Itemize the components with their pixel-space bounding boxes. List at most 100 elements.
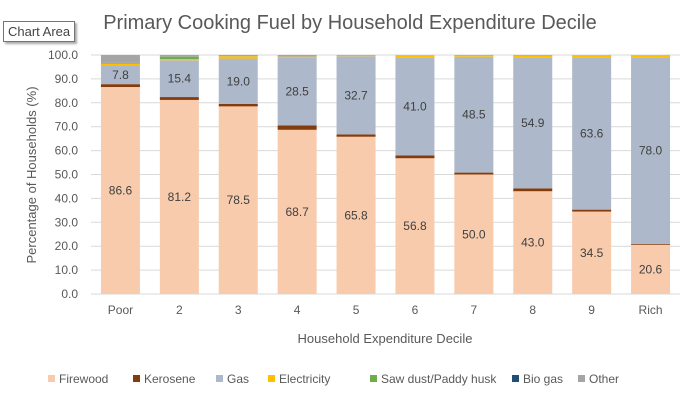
bar-segment-saw-dust-paddy-husk[interactable] — [100, 62, 140, 64]
legend-item[interactable]: Firewood — [48, 372, 108, 386]
legend-swatch — [48, 375, 55, 382]
data-label: 15.4 — [168, 72, 192, 86]
x-tick-label: 8 — [529, 303, 536, 317]
bar-segment-firewood[interactable] — [572, 211, 612, 294]
bar-segment-kerosene[interactable] — [513, 188, 553, 192]
bar-segment-electricity[interactable] — [395, 55, 435, 58]
bar-segment-electricity[interactable] — [159, 59, 199, 61]
bar-segment-kerosene[interactable] — [395, 155, 435, 159]
bar-segment-other[interactable] — [513, 55, 553, 56]
bar-segment-firewood[interactable] — [336, 136, 376, 294]
bar-segment-firewood[interactable] — [395, 158, 435, 294]
bar-segment-firewood[interactable] — [631, 244, 671, 294]
legend-label: Firewood — [59, 372, 108, 386]
legend-label: Other — [589, 372, 619, 386]
legend-item[interactable]: Electricity — [268, 372, 330, 386]
legend-label: Bio gas — [523, 372, 563, 386]
x-tick-label: Poor — [108, 303, 133, 317]
x-tick-label: 7 — [471, 303, 478, 317]
data-label: 86.6 — [109, 184, 133, 198]
bar-segment-gas[interactable] — [454, 56, 494, 173]
bar-segment-gas[interactable] — [100, 65, 140, 85]
chart-area-tooltip: Chart Area — [3, 21, 76, 42]
bar-segment-gas[interactable] — [277, 57, 317, 126]
data-label: 28.5 — [285, 84, 309, 98]
bar-segment-electricity[interactable] — [631, 55, 671, 58]
data-label: 19.0 — [227, 74, 251, 88]
bar-segment-kerosene[interactable] — [100, 84, 140, 88]
legend-item[interactable]: Gas — [216, 372, 249, 386]
bar-segment-electricity[interactable] — [572, 55, 612, 58]
x-tick-label: 9 — [588, 303, 595, 317]
y-tick-label: 0.0 — [61, 287, 78, 301]
bar-segment-kerosene[interactable] — [572, 209, 612, 212]
legend-label: Electricity — [279, 372, 330, 386]
y-tick-label: 20.0 — [55, 239, 79, 253]
data-label: 68.7 — [285, 205, 309, 219]
bar-segment-gas[interactable] — [631, 57, 671, 244]
legend-item[interactable]: Other — [578, 372, 619, 386]
bar-segment-firewood[interactable] — [277, 129, 317, 294]
bar-segment-kerosene[interactable] — [336, 134, 376, 137]
data-label: 81.2 — [168, 190, 192, 204]
y-tick-label: 50.0 — [55, 168, 79, 182]
bar-segment-gas[interactable] — [218, 58, 258, 104]
legend-item[interactable]: Saw dust/Paddy husk — [370, 372, 497, 386]
bar-segment-other[interactable] — [159, 55, 199, 57]
y-tick-label: 70.0 — [55, 120, 79, 134]
x-tick-label: 5 — [353, 303, 360, 317]
bar-segment-electricity[interactable] — [100, 63, 140, 66]
bar-segment-gas[interactable] — [395, 57, 435, 156]
bar-segment-gas[interactable] — [159, 60, 199, 98]
legend-swatch — [133, 375, 140, 382]
bar-segment-gas[interactable] — [572, 57, 612, 210]
bar-segment-kerosene[interactable] — [631, 243, 671, 245]
bar-segment-other[interactable] — [100, 55, 140, 63]
x-tick-label: 2 — [176, 303, 183, 317]
bar-segment-electricity[interactable] — [336, 55, 376, 57]
bar-segment-other[interactable] — [277, 55, 317, 57]
bar-segment-kerosene[interactable] — [159, 97, 199, 100]
bar-segment-firewood[interactable] — [218, 106, 258, 294]
legend-item[interactable]: Kerosene — [133, 372, 196, 386]
y-axis-label: Percentage of Households (%) — [24, 86, 39, 263]
y-tick-label: 80.0 — [55, 96, 79, 110]
data-label: 20.6 — [639, 262, 663, 276]
y-tick-label: 40.0 — [55, 191, 79, 205]
bar-segment-other[interactable] — [218, 55, 258, 57]
bar-segment-electricity[interactable] — [454, 55, 494, 57]
data-label: 41.0 — [403, 99, 427, 113]
bar-segment-gas[interactable] — [336, 56, 376, 135]
legend-swatch — [578, 375, 585, 382]
legend: Firewood Kerosene Gas Electricity Saw dust/P… — [48, 372, 619, 386]
legend-item[interactable]: Bio gas — [512, 372, 563, 386]
y-tick-label: 10.0 — [55, 263, 79, 277]
legend-swatch — [268, 375, 275, 382]
bar-segment-gas[interactable] — [513, 57, 553, 189]
data-label: 63.6 — [580, 127, 604, 141]
x-tick-label: Rich — [639, 303, 663, 317]
bar-segment-kerosene[interactable] — [277, 125, 317, 130]
bar-segment-firewood[interactable] — [100, 87, 140, 294]
chart-title: Primary Cooking Fuel by Household Expend… — [103, 12, 597, 34]
y-tick-label: 60.0 — [55, 144, 79, 158]
bar-segment-kerosene[interactable] — [454, 172, 494, 175]
data-label: 54.9 — [521, 116, 545, 130]
bar-segment-kerosene[interactable] — [218, 103, 258, 107]
data-label: 43.0 — [521, 236, 545, 250]
bar-segment-firewood[interactable] — [454, 174, 494, 295]
bar-segment-electricity[interactable] — [277, 56, 317, 58]
data-label: 56.8 — [403, 219, 427, 233]
bar-segment-electricity[interactable] — [513, 55, 553, 58]
bar-segment-firewood[interactable] — [513, 191, 553, 294]
data-label: 34.5 — [580, 246, 604, 260]
x-tick-label: 6 — [412, 303, 419, 317]
x-tick-label: 4 — [294, 303, 301, 317]
data-label: 78.0 — [639, 144, 663, 158]
y-tick-label: 90.0 — [55, 72, 79, 86]
bar-segment-saw-dust-paddy-husk[interactable] — [159, 56, 199, 60]
bar-segment-firewood[interactable] — [159, 99, 199, 294]
bar-segment-electricity[interactable] — [218, 56, 258, 59]
